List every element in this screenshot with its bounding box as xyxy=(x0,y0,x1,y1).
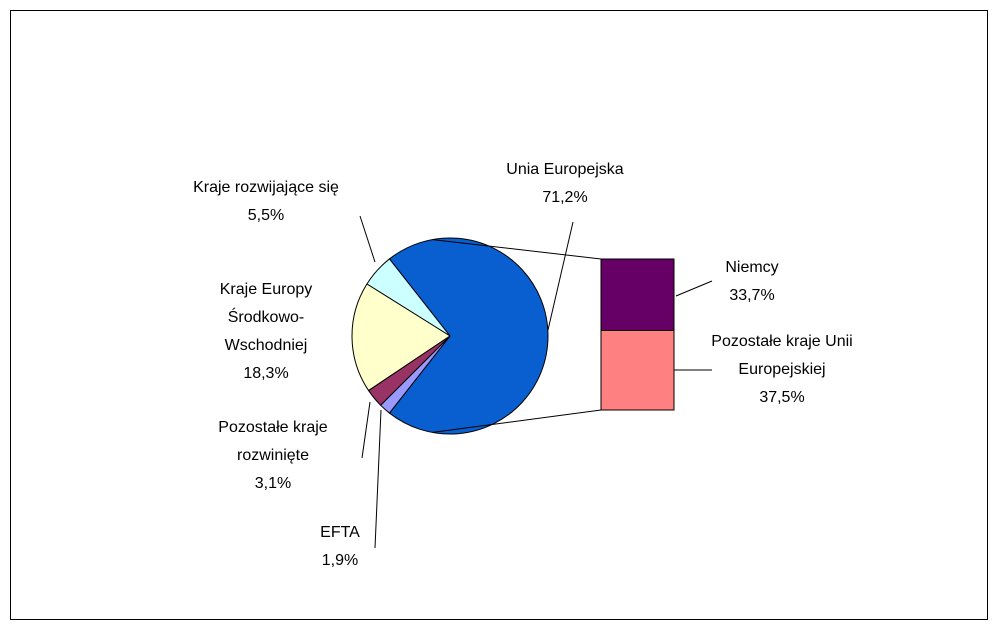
pie-slice xyxy=(388,237,549,435)
slice-label: Kraje rozwijające się 5,5% xyxy=(191,174,341,230)
pie-slice xyxy=(379,335,451,414)
pie-slice xyxy=(351,283,451,392)
leader-line xyxy=(675,280,713,297)
bar-segment xyxy=(600,329,675,411)
value-label: 37,5% xyxy=(759,389,805,406)
slice-label: Pozostałe kraje rozwinięte 3,1% xyxy=(201,414,346,498)
connector-line xyxy=(432,409,602,433)
leader-line xyxy=(547,221,574,331)
value-label: 1,9% xyxy=(321,552,359,569)
category-label: EFTA xyxy=(320,524,360,541)
category-label: Pozostałe kraje rozwinięte xyxy=(218,419,328,464)
bar-label: Niemcy 33,7% xyxy=(697,254,807,310)
slice-label: Unia Europejska 71,2% xyxy=(485,156,645,212)
leader-lines xyxy=(359,215,713,549)
category-label: Pozostałe kraje Unii Europejskiej xyxy=(711,333,853,378)
leader-line xyxy=(361,401,371,459)
bar-segment xyxy=(600,258,675,331)
category-label: Kraje Europy Środkowo-Wschodniej xyxy=(219,281,313,354)
leader-line xyxy=(374,409,382,549)
value-label: 71,2% xyxy=(542,189,588,206)
value-label: 18,3% xyxy=(243,365,289,382)
leader-line xyxy=(359,215,376,263)
slice-label: Kraje Europy Środkowo-Wschodniej 18,3% xyxy=(204,276,329,388)
connector-line xyxy=(432,239,602,260)
slice-label: EFTA 1,9% xyxy=(300,519,380,575)
category-label: Niemcy xyxy=(725,259,779,276)
category-label: Unia Europejska xyxy=(506,161,624,178)
value-label: 3,1% xyxy=(254,475,292,492)
category-label: Kraje rozwijające się xyxy=(193,179,339,196)
value-label: 5,5% xyxy=(247,207,285,224)
bar-label: Pozostałe kraje Unii Europejskiej 37,5% xyxy=(695,328,870,412)
value-label: 33,7% xyxy=(729,287,775,304)
